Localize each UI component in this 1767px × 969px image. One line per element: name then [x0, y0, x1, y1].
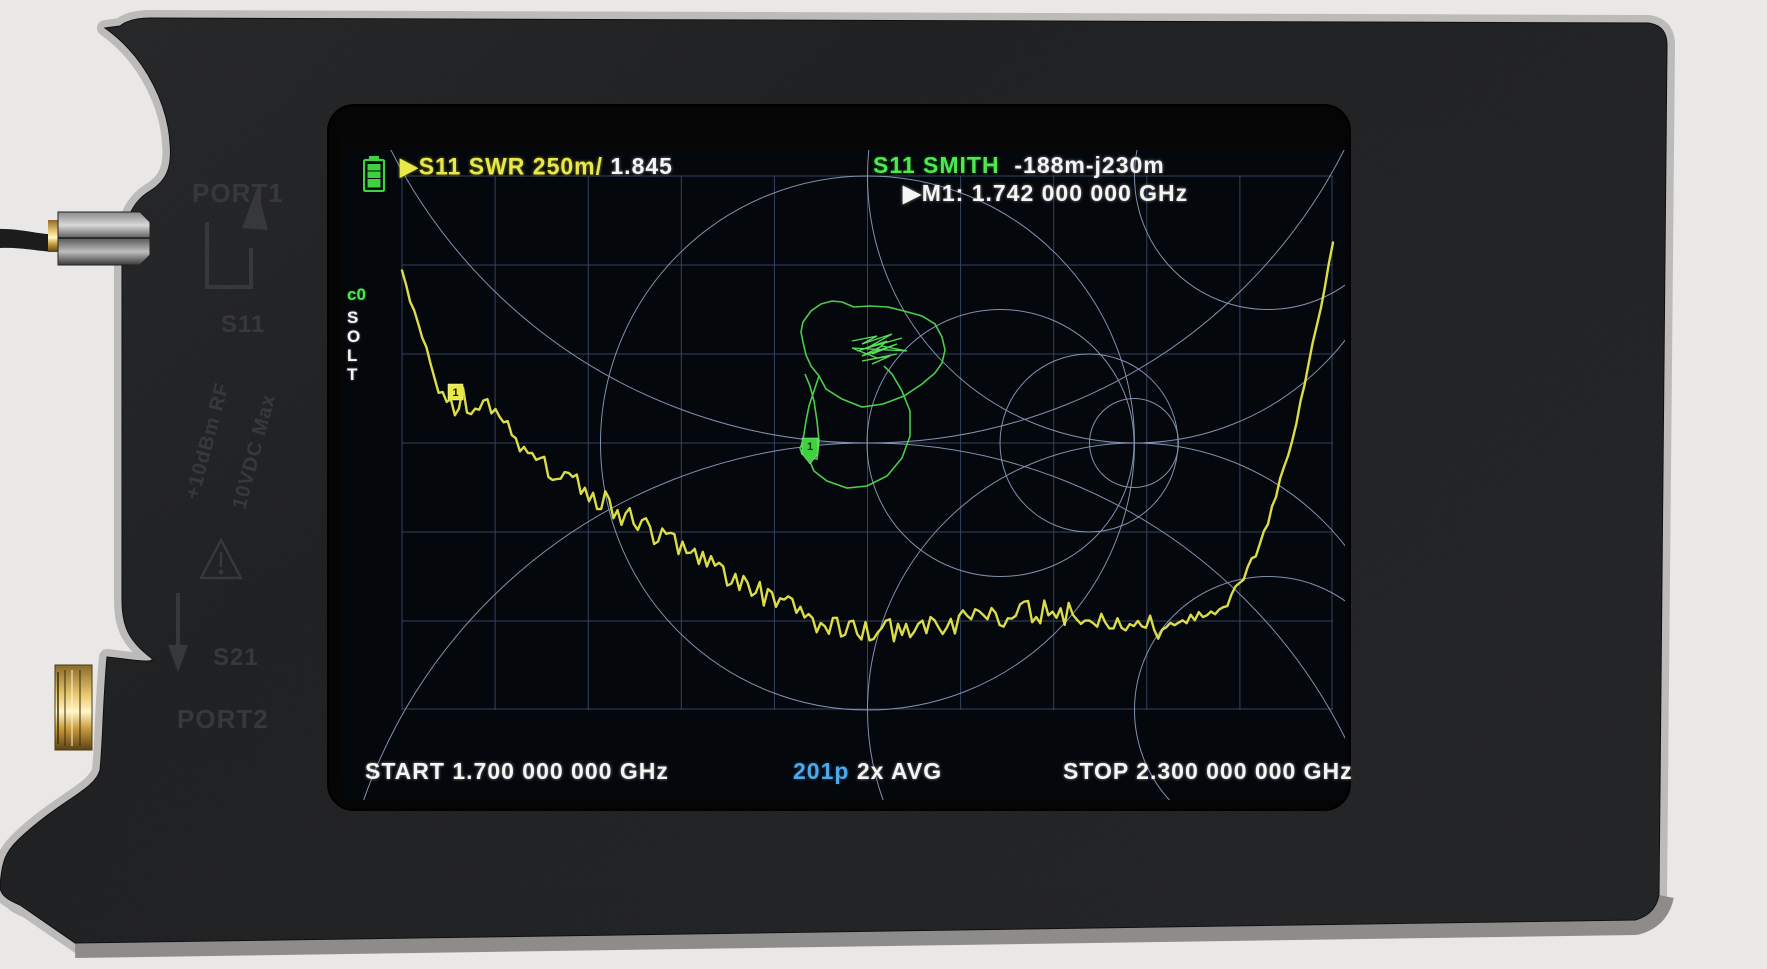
svg-text:1: 1 — [452, 387, 458, 399]
svg-text:1: 1 — [807, 441, 813, 453]
svg-text:PORT2: PORT2 — [177, 704, 269, 734]
svg-text:PORT1: PORT1 — [192, 178, 284, 208]
svg-text:S11: S11 — [221, 311, 265, 338]
svg-text:S21: S21 — [213, 644, 259, 671]
